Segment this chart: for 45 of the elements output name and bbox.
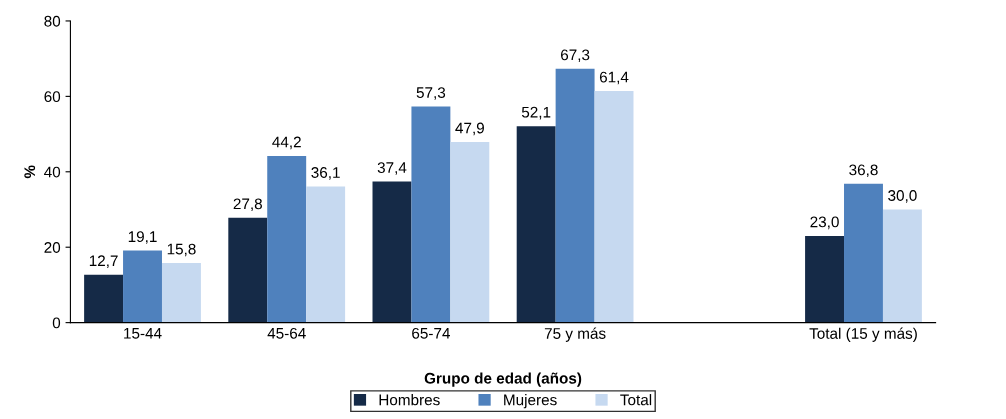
y-axis-title: % xyxy=(24,165,36,179)
bar xyxy=(450,142,490,323)
data-label: 12,7 xyxy=(89,255,118,268)
y-tick-label: 80 xyxy=(44,15,61,27)
data-label: 15,8 xyxy=(167,243,196,257)
legend-label: Hombres xyxy=(379,394,440,406)
bar xyxy=(805,235,845,323)
bar xyxy=(594,91,634,323)
bar xyxy=(372,181,412,323)
bar xyxy=(84,274,124,323)
data-label: 67,3 xyxy=(561,49,590,63)
data-label: 19,1 xyxy=(128,231,157,244)
y-tick-label: 60 xyxy=(44,91,61,103)
bar xyxy=(411,106,451,323)
data-label: 44,2 xyxy=(272,136,301,150)
data-label: 52,1 xyxy=(521,106,551,120)
legend-label: Total xyxy=(620,394,652,406)
data-label: 47,9 xyxy=(455,122,484,136)
bar xyxy=(306,186,346,323)
data-label: 27,8 xyxy=(233,198,262,212)
bar xyxy=(844,183,883,323)
data-label: 57,3 xyxy=(416,87,446,100)
legend-label: Mujeres xyxy=(504,394,557,409)
x-tick-label: 75 y más xyxy=(544,327,606,342)
x-tick-label: 65-74 xyxy=(412,327,450,339)
x-tick-label: 45-64 xyxy=(267,327,306,339)
y-tick-label: 0 xyxy=(52,317,61,329)
x-tick-label: Total (15 y más) xyxy=(809,327,917,342)
x-tick-label: 15-44 xyxy=(124,328,162,339)
x-axis-title: Grupo de edad (años) xyxy=(424,372,582,387)
bar xyxy=(555,68,595,323)
data-label: 30,0 xyxy=(888,190,917,203)
data-label: 36,8 xyxy=(849,164,878,178)
bar xyxy=(228,217,268,323)
data-label: 37,4 xyxy=(377,162,407,175)
bar xyxy=(161,263,201,323)
bar xyxy=(123,250,162,323)
data-label: 23,0 xyxy=(810,216,839,230)
bar xyxy=(516,126,556,323)
bar xyxy=(267,155,307,323)
data-label: 61,4 xyxy=(599,71,629,85)
y-tick-label: 40 xyxy=(44,166,61,178)
data-label: 36,1 xyxy=(311,167,340,180)
bar xyxy=(882,209,922,323)
y-tick-label: 20 xyxy=(44,242,61,253)
